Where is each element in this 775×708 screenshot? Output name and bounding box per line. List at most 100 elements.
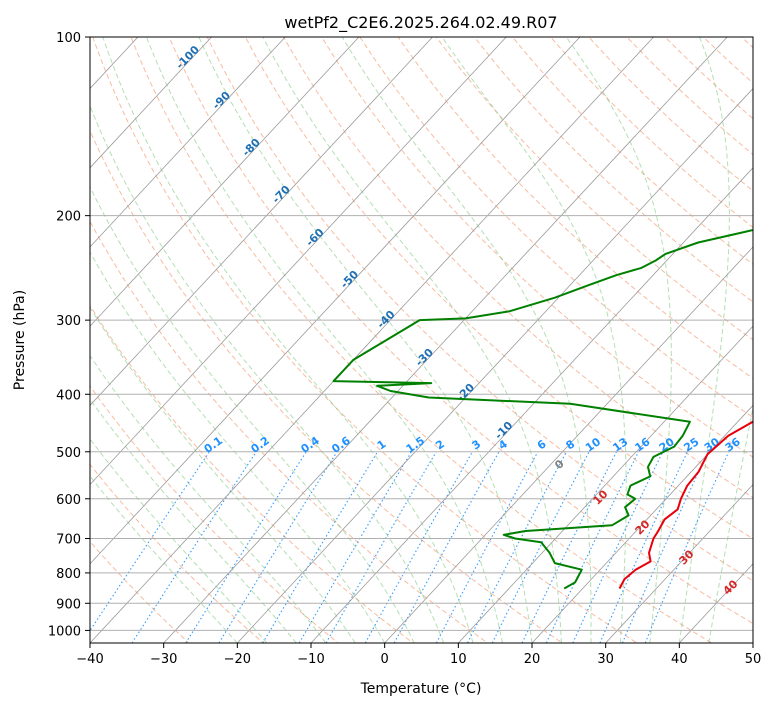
dry-adiabat-line xyxy=(740,37,753,49)
dry-adiabat-line xyxy=(282,37,753,499)
isotherm-label: -20 xyxy=(454,381,477,404)
y-tick-label: 800 xyxy=(56,567,81,582)
mixing-ratio-line xyxy=(185,451,307,643)
moist-adiabat-line xyxy=(678,37,730,643)
x-tick-label: −30 xyxy=(150,652,177,667)
y-tick-label: 100 xyxy=(56,31,81,46)
mixing-ratio-label: 0.2 xyxy=(248,434,271,456)
isotherm-label: -50 xyxy=(338,268,361,291)
dry-adiabat-line xyxy=(321,37,753,458)
moist-adiabat-line xyxy=(90,354,327,643)
mixing-ratio-line xyxy=(572,451,664,643)
dry-adiabat-label: 30 xyxy=(677,547,697,567)
dry-adiabat-line xyxy=(626,37,753,156)
isotherm-line xyxy=(310,167,753,643)
isotherm-line xyxy=(90,37,286,248)
dry-adiabat-line xyxy=(511,37,753,265)
dry-adiabat-label: 10 xyxy=(591,487,611,507)
x-tick-label: 50 xyxy=(745,652,762,667)
isotherm-line xyxy=(90,37,433,406)
grid-lines xyxy=(90,37,753,643)
mixing-ratio-label: 0.6 xyxy=(329,434,353,456)
axis-ticks: −40 −30 −20 −10 0 10 20 30 40 5010020030040050060… xyxy=(48,31,761,667)
isotherm-line xyxy=(90,37,507,486)
dry-adiabat-line xyxy=(359,37,753,418)
y-tick-label: 900 xyxy=(56,597,81,612)
isotherm-line xyxy=(90,37,212,169)
dry-adiabat-line xyxy=(549,37,753,229)
mixing-ratio-label: 1 xyxy=(375,437,389,452)
isotherm-line xyxy=(384,246,753,643)
plot-frame xyxy=(89,36,754,644)
isotherm-line xyxy=(679,563,753,643)
mixing-ratio-line xyxy=(521,451,617,643)
mixing-ratio-label: 0.1 xyxy=(202,434,225,456)
isotherm-line xyxy=(605,483,753,643)
y-tick-label: 400 xyxy=(56,388,81,403)
dry-adiabat-line xyxy=(92,37,638,643)
y-tick-label: 1000 xyxy=(48,624,81,639)
moist-adiabat-line xyxy=(262,37,562,643)
dry-adiabat-line xyxy=(168,37,753,625)
x-tick-label: 10 xyxy=(450,652,467,667)
y-tick-label: 500 xyxy=(56,446,81,461)
mixing-ratio-label: 1.5 xyxy=(404,434,427,456)
dry-adiabat-line xyxy=(90,304,414,643)
chart-title: wetPf2_C2E6.2025.264.02.49.R07 xyxy=(284,13,557,33)
isotherm-line xyxy=(90,37,654,643)
isotherm-line xyxy=(237,87,753,643)
moist-adiabat-line xyxy=(102,37,474,643)
y-tick-label: 700 xyxy=(56,533,81,548)
y-axis-label: Pressure (hPa) xyxy=(12,290,28,390)
isotherm-line xyxy=(752,642,753,643)
mixing-ratio-label: 4 xyxy=(496,437,510,452)
dry-adiabat-line xyxy=(473,37,753,303)
x-axis-label: Temperature (°C) xyxy=(360,681,482,697)
x-tick-label: 0 xyxy=(381,652,389,667)
mixing-ratio-line xyxy=(393,451,500,643)
dry-adiabat-line xyxy=(702,37,753,84)
mixing-ratio-label: 8 xyxy=(563,437,577,452)
y-tick-label: 600 xyxy=(56,493,81,508)
isotherm-line xyxy=(90,37,581,565)
moist-adiabat-line xyxy=(146,37,503,643)
mixing-ratio-line xyxy=(545,451,639,643)
moist-adiabat-line xyxy=(90,398,297,643)
dry-adiabat-line xyxy=(90,540,190,643)
x-tick-label: −40 xyxy=(76,652,103,667)
mixing-ratio-line xyxy=(364,451,473,643)
isotherm-label: -60 xyxy=(303,226,326,249)
mixing-ratio-label: 6 xyxy=(535,437,549,452)
mixing-ratio-label: 3 xyxy=(469,437,483,452)
moist-adiabat-line xyxy=(90,306,356,643)
x-tick-label: 40 xyxy=(671,652,688,667)
isotherm-label: -90 xyxy=(210,89,233,112)
isotherm-label: -100 xyxy=(173,43,202,72)
mixing-ratio-line xyxy=(621,451,709,643)
dry-adiabat-label: 20 xyxy=(633,517,653,537)
y-tick-label: 200 xyxy=(56,210,81,225)
dry-adiabat-line xyxy=(130,37,713,643)
mixing-ratio-line xyxy=(491,451,590,643)
dewpoint-line xyxy=(332,228,753,590)
mixing-ratio-line xyxy=(435,451,539,643)
isotherm-label: -10 xyxy=(492,419,515,442)
mixing-ratio-line xyxy=(262,451,379,643)
mixing-ratio-label: 0.4 xyxy=(298,434,322,456)
temperature-line xyxy=(618,420,753,589)
isotherm-label: -80 xyxy=(240,136,263,159)
mixing-ratio-label: 2 xyxy=(433,437,447,452)
isotherm-line xyxy=(163,37,728,643)
dry-adiabat-line xyxy=(90,463,265,643)
y-tick-label: 300 xyxy=(56,314,81,329)
dry-adiabat-line xyxy=(90,385,339,643)
mixing-ratio-line xyxy=(218,451,338,643)
moist-adiabat-line xyxy=(198,37,533,643)
moist-adiabat-line xyxy=(341,37,592,643)
isotherm-label: -40 xyxy=(374,308,397,331)
isotherm-line xyxy=(531,404,753,643)
profile-series xyxy=(332,228,753,590)
x-tick-label: 30 xyxy=(597,652,614,667)
dry-adiabat-line xyxy=(588,37,753,192)
